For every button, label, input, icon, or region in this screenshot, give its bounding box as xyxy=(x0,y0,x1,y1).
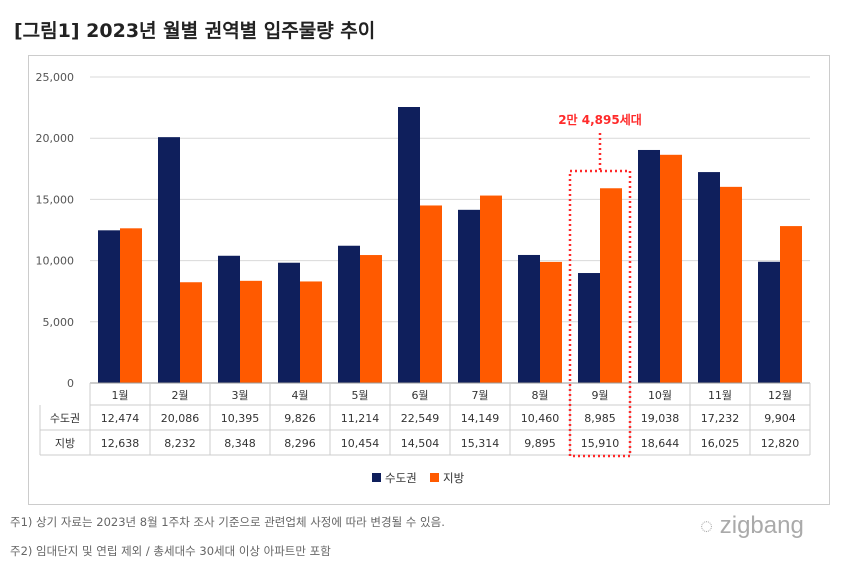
y-tick-label: 10,000 xyxy=(36,255,75,268)
table-cell: 14,504 xyxy=(401,437,440,450)
table-cell: 11,214 xyxy=(341,412,380,425)
table-header-cell: 8월 xyxy=(531,389,548,402)
bar-지방-9월 xyxy=(600,188,622,383)
y-tick-label: 15,000 xyxy=(36,193,75,206)
table-cell: 8,296 xyxy=(284,437,316,450)
table-cell: 9,904 xyxy=(764,412,796,425)
zigbang-logo: ◌ zigbang xyxy=(700,512,804,540)
y-tick-label: 0 xyxy=(67,377,74,390)
table-cell: 17,232 xyxy=(701,412,740,425)
zigbang-logo-text: zigbang xyxy=(719,512,804,539)
table-header-cell: 9월 xyxy=(591,389,608,402)
table-header-cell: 12월 xyxy=(768,389,792,402)
table-cell: 10,460 xyxy=(521,412,560,425)
highlight-box xyxy=(568,169,632,458)
table-cell: 20,086 xyxy=(161,412,200,425)
bar-지방-3월 xyxy=(240,280,262,383)
table-cell: 15,910 xyxy=(581,437,620,450)
bar-수도권-4월 xyxy=(278,262,300,383)
legend-swatch-수도권 xyxy=(372,473,381,482)
bar-지방-12월 xyxy=(780,226,802,383)
table-cell: 8,348 xyxy=(224,437,256,450)
footnote-1: 주1) 상기 자료는 2023년 8월 1주차 조사 기준으로 관련업체 사정에… xyxy=(10,515,445,529)
bar-지방-7월 xyxy=(480,195,502,383)
bar-수도권-10월 xyxy=(638,149,660,383)
bar-수도권-3월 xyxy=(218,255,240,383)
table-row-label: 수도권 xyxy=(50,412,80,425)
bar-수도권-5월 xyxy=(338,245,360,383)
legend-label-수도권: 수도권 xyxy=(385,471,417,485)
table-header-cell: 6월 xyxy=(411,389,428,402)
bar-지방-6월 xyxy=(420,205,442,383)
table-header-cell: 4월 xyxy=(291,389,308,402)
annotation-label: 2만 4,895세대 xyxy=(558,112,642,127)
table-header-cell: 2월 xyxy=(171,389,188,402)
table-cell: 19,038 xyxy=(641,412,680,425)
bar-지방-4월 xyxy=(300,281,322,383)
table-cell: 10,395 xyxy=(221,412,260,425)
y-tick-label: 20,000 xyxy=(36,132,75,145)
table-cell: 9,826 xyxy=(284,412,316,425)
table-cell: 9,895 xyxy=(524,437,556,450)
y-tick-label: 25,000 xyxy=(36,71,75,84)
bar-수도권-1월 xyxy=(98,230,120,383)
table-cell: 15,314 xyxy=(461,437,500,450)
y-tick-label: 5,000 xyxy=(43,316,75,329)
bar-지방-8월 xyxy=(540,261,562,383)
bar-지방-2월 xyxy=(180,282,202,383)
table-header-cell: 3월 xyxy=(231,389,248,402)
table-cell: 12,820 xyxy=(761,437,800,450)
legend-swatch-지방 xyxy=(430,473,439,482)
bar-수도권-11월 xyxy=(698,172,720,383)
zigbang-logo-icon: ◌ xyxy=(700,513,714,538)
table-cell: 12,474 xyxy=(101,412,140,425)
table-header-cell: 5월 xyxy=(351,389,368,402)
table-cell: 10,454 xyxy=(341,437,380,450)
bar-지방-5월 xyxy=(360,255,382,383)
bar-수도권-12월 xyxy=(758,261,780,383)
bar-수도권-2월 xyxy=(158,137,180,383)
table-cell: 22,549 xyxy=(401,412,440,425)
bar-수도권-7월 xyxy=(458,209,480,383)
table-cell: 12,638 xyxy=(101,437,140,450)
table-row-label: 지방 xyxy=(55,437,75,450)
bar-지방-1월 xyxy=(120,228,142,383)
bar-지방-10월 xyxy=(660,154,682,383)
table-cell: 18,644 xyxy=(641,437,680,450)
bar-수도권-6월 xyxy=(398,107,420,383)
bar-수도권-9월 xyxy=(578,273,600,383)
table-header-cell: 10월 xyxy=(648,389,672,402)
chart-frame xyxy=(28,55,830,505)
footnote-2: 주2) 임대단지 및 연립 제외 / 총세대수 30세대 이상 아파트만 포함 xyxy=(10,544,331,558)
table-header-cell: 1월 xyxy=(111,389,128,402)
bar-수도권-8월 xyxy=(518,254,540,383)
table-header-cell: 11월 xyxy=(708,389,732,402)
table-cell: 8,232 xyxy=(164,437,196,450)
table-cell: 8,985 xyxy=(584,412,616,425)
bar-지방-11월 xyxy=(720,186,742,383)
page-title: [그림1] 2023년 월별 권역별 입주물량 추이 xyxy=(14,20,376,42)
table-cell: 16,025 xyxy=(701,437,740,450)
table-header-cell: 7월 xyxy=(471,389,488,402)
legend-label-지방: 지방 xyxy=(443,471,465,485)
table-cell: 14,149 xyxy=(461,412,500,425)
